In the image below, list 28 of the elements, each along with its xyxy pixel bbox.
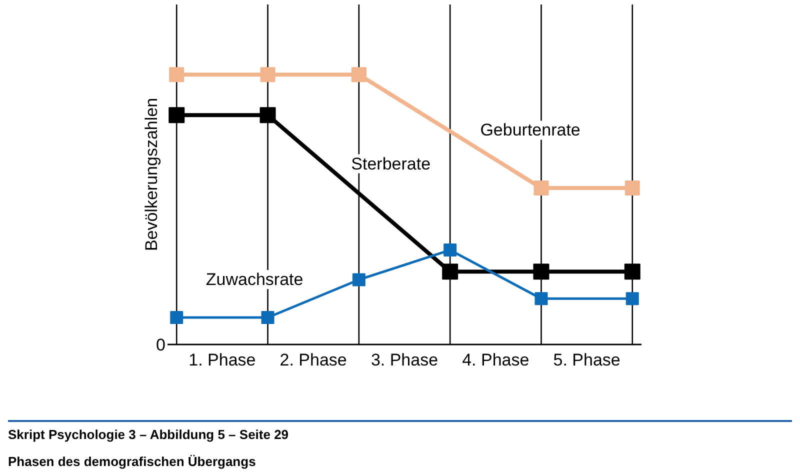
x-tick-label: 5. Phase bbox=[553, 350, 620, 370]
point bbox=[351, 67, 366, 82]
text: Phasen des demografischen Übergangs bbox=[8, 453, 256, 471]
point bbox=[624, 264, 640, 280]
text: 0 bbox=[156, 336, 166, 354]
point bbox=[260, 107, 276, 124]
y-axis-title: Bevölkerungszahlen bbox=[142, 98, 162, 252]
point bbox=[534, 180, 549, 196]
point bbox=[534, 292, 548, 306]
point bbox=[170, 311, 184, 324]
x-tick-label: 4. Phase bbox=[462, 350, 530, 370]
x-tick-label: 1. Phase bbox=[188, 350, 256, 370]
point bbox=[260, 67, 276, 82]
point bbox=[261, 311, 274, 324]
text: Skript Psychologie 3 – Abbildung 5 – Seite 29 bbox=[8, 426, 289, 444]
x-tick-label: 3. Phase bbox=[370, 350, 438, 370]
point bbox=[533, 264, 550, 280]
point bbox=[624, 180, 640, 196]
point bbox=[442, 264, 458, 280]
point bbox=[352, 273, 366, 286]
x-tick-label: 2. Phase bbox=[280, 350, 347, 370]
point bbox=[626, 292, 639, 306]
point bbox=[444, 244, 457, 257]
point bbox=[168, 107, 185, 124]
series-label: Geburtenrate bbox=[480, 120, 580, 140]
point bbox=[169, 67, 184, 82]
series-label: Zuwachsrate bbox=[206, 270, 304, 290]
series-label: Sterberate bbox=[351, 154, 431, 174]
